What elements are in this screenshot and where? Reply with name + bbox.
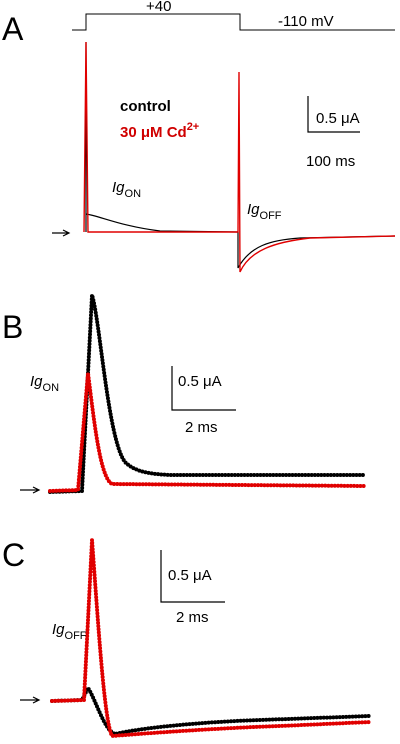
annotation-sub: OFF xyxy=(260,210,282,222)
trace-control xyxy=(50,684,372,737)
annotation: IgON xyxy=(30,373,59,394)
scale-x: 2 ms xyxy=(176,609,209,626)
trace-cd xyxy=(83,41,396,273)
scale-bar xyxy=(160,550,225,603)
annotation: IgOFF xyxy=(247,201,282,222)
annotation: IgOFF xyxy=(52,621,87,642)
scale-x: 2 ms xyxy=(185,419,218,436)
legend-cd-text: 30 μM Cd xyxy=(120,124,187,141)
baseline-arrow xyxy=(20,486,41,494)
annotation-main: Ig xyxy=(247,201,260,218)
protocol-step: +40 xyxy=(146,0,171,15)
protocol xyxy=(72,13,395,31)
scale-y: 0.5 μA xyxy=(316,110,360,127)
trace-control xyxy=(48,294,367,494)
annotation-main: Ig xyxy=(52,621,65,638)
panel-label: C xyxy=(2,537,25,573)
annotation-sub: ON xyxy=(125,188,142,200)
trace-cd xyxy=(50,539,372,739)
scale-bar xyxy=(307,96,360,133)
annotation: IgON xyxy=(112,179,141,200)
panel-label: A xyxy=(2,11,24,47)
scale-x: 100 ms xyxy=(306,153,355,170)
legend-control: control xyxy=(120,98,171,115)
baseline-arrow xyxy=(52,229,71,237)
panel-label: B xyxy=(2,309,23,345)
legend-cd: 30 μM Cd2+ xyxy=(120,121,199,141)
baseline-arrow xyxy=(20,696,41,704)
annotation-main: Ig xyxy=(30,373,43,390)
protocol-hold: -110 mV xyxy=(278,13,334,30)
annotation-sub: ON xyxy=(43,382,60,394)
scale-bar xyxy=(171,366,236,411)
trace-cd xyxy=(48,372,367,493)
scale-y: 0.5 μA xyxy=(168,567,212,584)
annotation-main: Ig xyxy=(112,179,125,196)
scale-y: 0.5 μA xyxy=(178,373,222,390)
legend-cd-sup: 2+ xyxy=(187,121,200,133)
annotation-sub: OFF xyxy=(65,630,87,642)
